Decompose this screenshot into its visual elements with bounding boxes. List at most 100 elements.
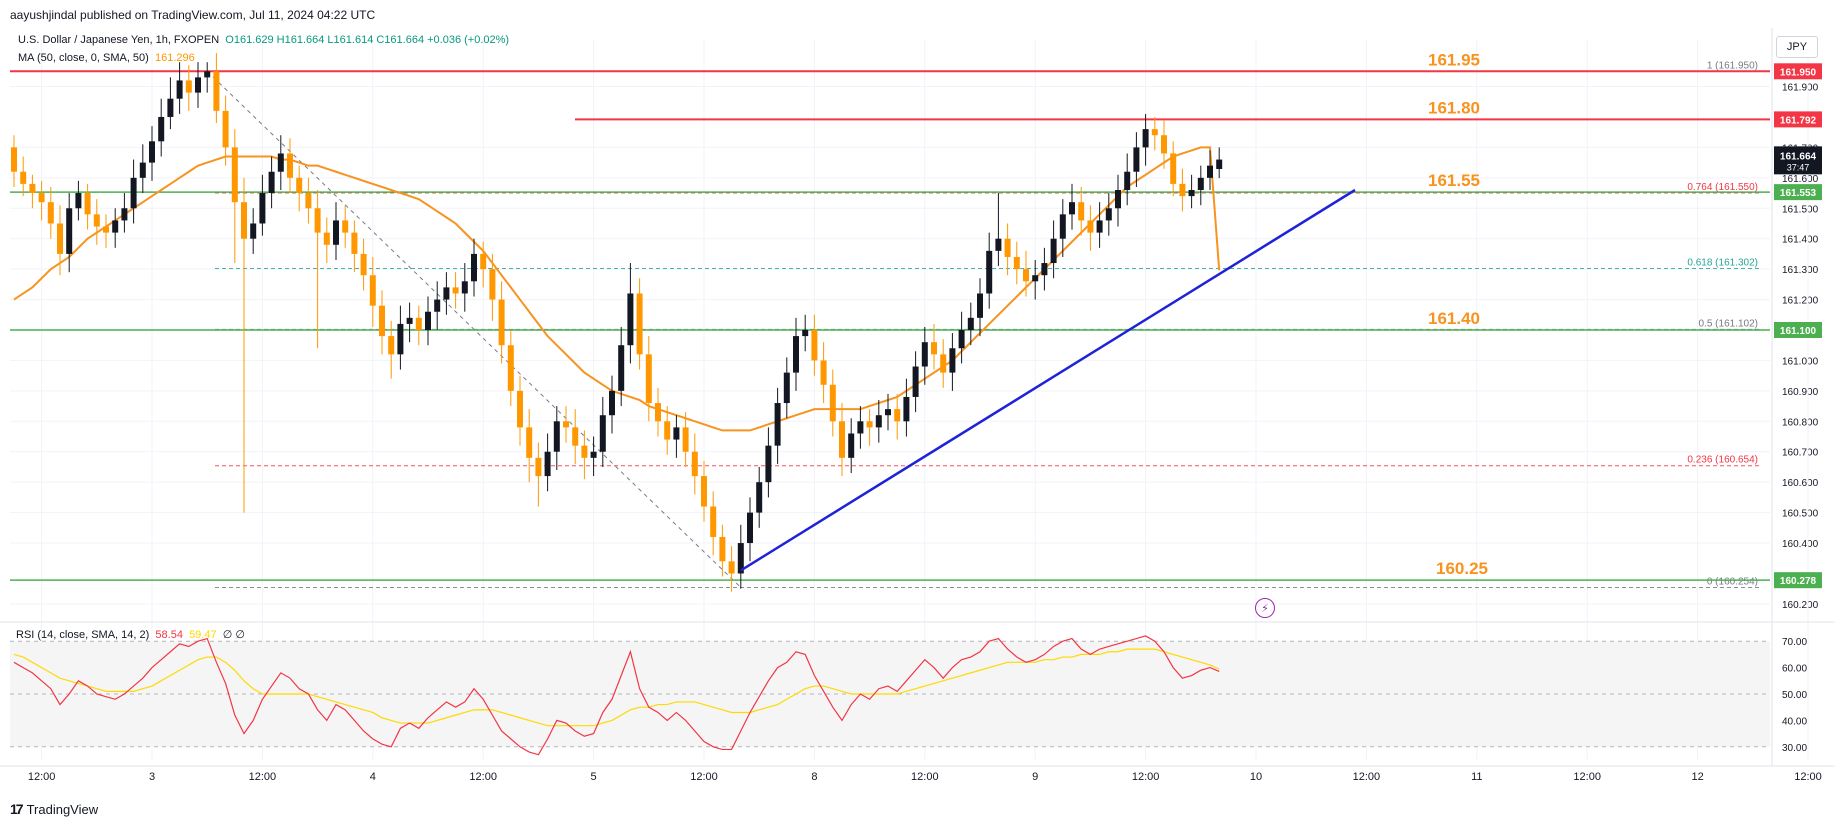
last-price-label: 161.664 (1780, 151, 1817, 162)
price-tag (1774, 111, 1822, 128)
candle-body (29, 183, 36, 194)
candle-body (737, 543, 744, 574)
candle-body (1170, 153, 1177, 184)
candle-body (563, 421, 569, 428)
candle-body (176, 80, 183, 99)
candle-body (645, 354, 652, 404)
candle-body (544, 451, 551, 477)
candle-body (185, 80, 192, 93)
candle-body (250, 223, 257, 239)
candle-body (931, 342, 937, 355)
candle-body (553, 421, 560, 452)
x-tick-label: 12:00 (469, 771, 497, 783)
candle-body (47, 202, 54, 224)
candle-body (1216, 159, 1223, 169)
candle-body (802, 330, 809, 337)
y-tick-label: 161.500 (1782, 204, 1819, 215)
candle-body (1115, 190, 1121, 209)
y-tick-label: 161.000 (1782, 356, 1819, 367)
price-tag-label: 160.278 (1780, 576, 1817, 587)
candle-body (526, 427, 533, 458)
candle-body (627, 293, 634, 346)
candle-body (231, 147, 238, 203)
candle-body (415, 317, 422, 330)
candle-body (599, 415, 606, 452)
candle-body (701, 476, 707, 507)
candle-body (728, 561, 735, 574)
candle-body (1050, 238, 1057, 264)
candle-body (277, 153, 284, 172)
rsi-tick-label: 40.00 (1782, 716, 1807, 727)
tv-logo-icon: 17 (10, 801, 24, 817)
candle-body (682, 427, 689, 452)
x-tick-label: 4 (370, 771, 376, 783)
price-tag-label: 161.950 (1780, 67, 1817, 78)
ma-value: 161.296 (154, 52, 195, 64)
candle-body (673, 427, 680, 440)
candle-body (112, 220, 119, 233)
ma-line (13, 146, 1221, 432)
price-tag (1774, 184, 1822, 201)
candle-body (213, 71, 220, 111)
currency-badge[interactable]: JPY (1776, 36, 1818, 58)
candle-body (655, 403, 661, 422)
fib-label: 1 (161.950) (1707, 60, 1758, 71)
candle-body (783, 372, 790, 404)
candle-body (461, 281, 468, 294)
candle-body (1207, 165, 1213, 178)
candle-body (406, 317, 413, 324)
x-tick-label: 10 (1250, 771, 1262, 783)
candle-body (204, 71, 211, 78)
candle-body (857, 421, 864, 434)
y-tick-label: 161.300 (1782, 265, 1819, 276)
candle-body (342, 220, 349, 233)
candle-body (1096, 220, 1103, 233)
candle-body (664, 421, 671, 440)
y-tick-label: 160.600 (1782, 478, 1819, 489)
candle-body (1179, 183, 1186, 197)
candle-body (1151, 129, 1158, 136)
candle-body (572, 427, 579, 446)
candle-body (259, 193, 266, 224)
candle-body (268, 171, 275, 194)
lightning-icon[interactable]: ⚡ (1255, 598, 1275, 618)
ma-label: MA (50, close, 0, SMA, 50) (18, 52, 149, 64)
symbol-legend[interactable]: U.S. Dollar / Japanese Yen, 1h, FXOPEN O… (18, 34, 509, 46)
y-tick-label: 160.500 (1782, 509, 1819, 520)
ma-legend[interactable]: MA (50, close, 0, SMA, 50) 161.296 (18, 52, 195, 64)
symbol-name: U.S. Dollar / Japanese Yen, 1h, FXOPEN (18, 34, 220, 46)
candle-body (149, 141, 155, 163)
price-tag-label: 161.553 (1780, 188, 1817, 199)
candle-body (222, 110, 229, 148)
rsi-line (13, 635, 1220, 756)
tradingview-logo[interactable]: 17 TradingView (10, 801, 98, 817)
candle-body (885, 409, 891, 416)
x-tick-label: 11 (1471, 771, 1482, 783)
price-tag (1774, 322, 1822, 338)
candle-body (38, 193, 45, 203)
candle-body (130, 177, 137, 209)
rsi-value: 58.54 (155, 629, 183, 641)
candle-body (967, 317, 974, 330)
rsi-legend[interactable]: RSI (14, close, SMA, 14, 2) 58.54 59.47 … (16, 628, 245, 641)
candle-body (195, 77, 201, 93)
candle-body (369, 275, 376, 306)
candle-body (1188, 190, 1195, 197)
tv-logo-text: TradingView (26, 801, 99, 817)
y-tick-label: 161.400 (1782, 235, 1819, 246)
candle-body (811, 330, 818, 361)
candle-body (57, 223, 63, 254)
candle-body (158, 116, 165, 142)
x-tick-label: 9 (1032, 771, 1038, 783)
fib-label: 0.764 (161.550) (1687, 182, 1758, 193)
candle-body (1041, 263, 1048, 276)
candle-body (829, 384, 836, 422)
candle-body (1105, 208, 1112, 221)
y-tick-label: 160.700 (1782, 448, 1819, 459)
candle-body (1032, 275, 1039, 282)
rsi-tick-label: 30.00 (1782, 743, 1807, 754)
y-tick-label: 160.400 (1782, 539, 1819, 550)
candle-body (903, 396, 910, 422)
candle-body (618, 345, 625, 391)
